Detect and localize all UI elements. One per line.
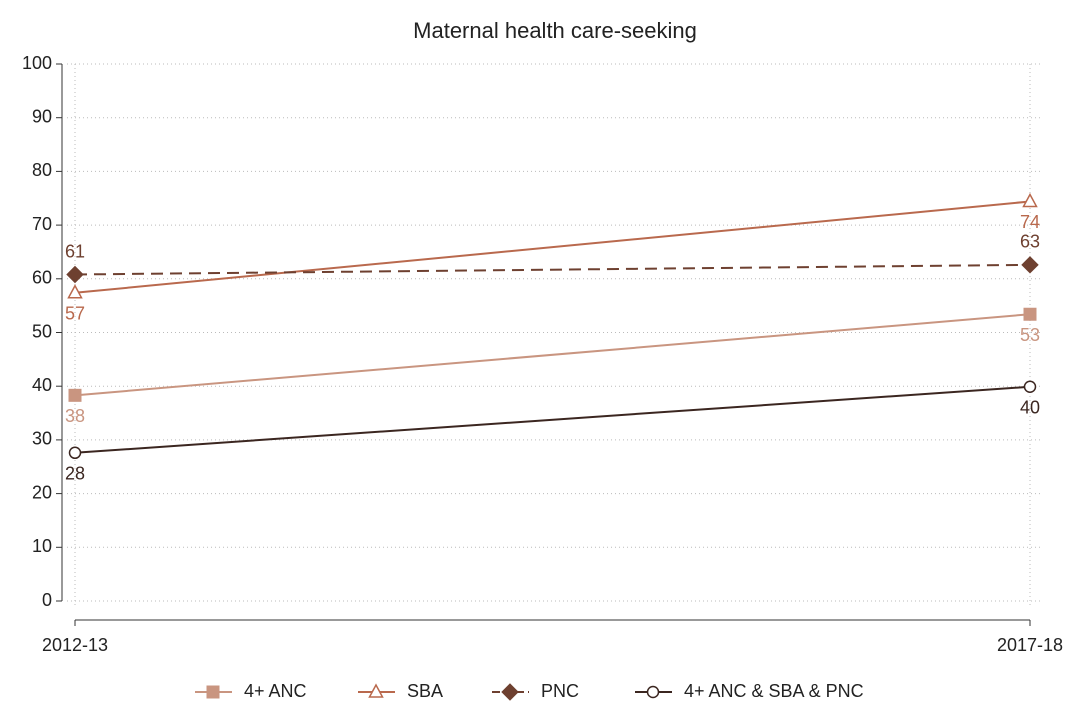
data-point	[1023, 380, 1037, 393]
y-tick-label: 0	[42, 590, 52, 610]
data-label: 38	[65, 406, 85, 426]
legend-label: 4+ ANC & SBA & PNC	[684, 681, 864, 701]
y-tick-label: 80	[32, 160, 52, 180]
y-tick-label: 70	[32, 214, 52, 234]
data-point	[68, 446, 82, 460]
series-line	[74, 263, 1031, 276]
series-line	[74, 200, 1031, 294]
data-point	[66, 265, 84, 284]
data-point	[68, 388, 82, 402]
y-tick-label: 10	[32, 536, 52, 556]
y-tick-label: 50	[32, 321, 52, 341]
legend-marker	[206, 685, 220, 699]
data-point	[1022, 192, 1038, 208]
chart-title: Maternal health care-seeking	[413, 18, 697, 43]
legend-marker	[368, 683, 384, 698]
data-label: 74	[1020, 212, 1040, 232]
y-tick-label: 60	[32, 268, 52, 288]
data-point	[67, 284, 83, 299]
data-label: 28	[65, 464, 85, 484]
data-label: 40	[1020, 397, 1040, 417]
y-tick-label: 20	[32, 482, 52, 502]
x-tick-label: 2012-13	[42, 635, 108, 655]
y-tick-label: 40	[32, 375, 52, 395]
x-tick-label: 2017-18	[997, 635, 1063, 655]
series-line	[74, 313, 1031, 397]
series-line	[74, 385, 1031, 454]
y-tick-label: 30	[32, 429, 52, 449]
data-label: 57	[65, 304, 85, 324]
legend-label: SBA	[407, 681, 443, 701]
data-label: 61	[65, 241, 85, 261]
legend-label: PNC	[541, 681, 579, 701]
data-point	[1021, 256, 1039, 274]
data-point	[1023, 307, 1037, 321]
y-tick-label: 90	[32, 106, 52, 126]
legend-marker	[646, 685, 660, 699]
legend-marker	[501, 683, 519, 701]
legend-label: 4+ ANC	[244, 681, 307, 701]
data-label: 63	[1020, 232, 1040, 252]
data-label: 53	[1020, 325, 1040, 345]
y-tick-label: 100	[22, 53, 52, 73]
